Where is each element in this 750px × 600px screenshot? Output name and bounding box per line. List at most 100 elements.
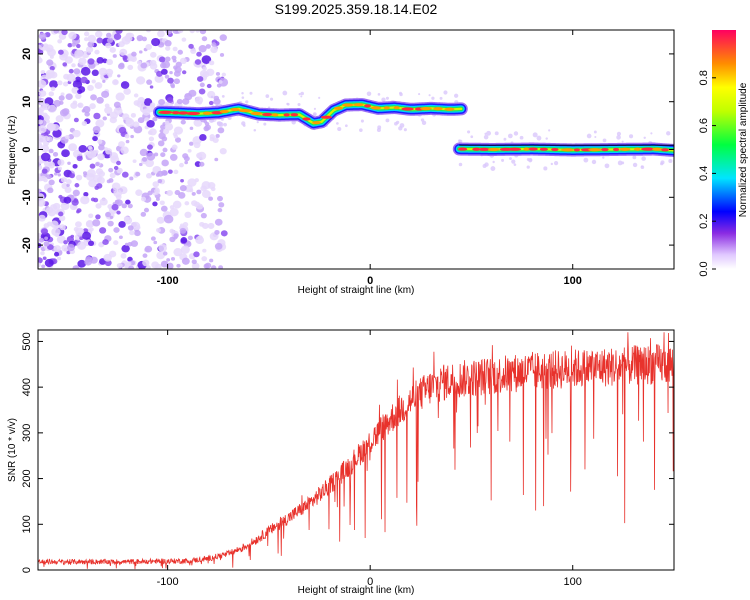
track-speckle [467,130,471,134]
noise-speckle [67,244,75,252]
noise-speckle [76,210,80,214]
noise-speckle [102,239,109,246]
track-speckle [513,131,519,136]
noise-speckle [97,139,103,145]
noise-speckle [197,76,204,82]
noise-speckle [158,132,166,140]
noise-speckle [51,227,61,237]
noise-speckle [208,196,214,201]
noise-speckle [96,96,104,104]
upper-track-peak [283,113,290,117]
noise-speckle [159,200,165,206]
track-speckle [300,95,303,98]
track-speckle [532,132,538,138]
noise-speckle [154,188,159,193]
noise-speckle [38,55,41,61]
noise-speckle [193,251,200,258]
track-speckle [482,163,487,168]
track-speckle [297,102,301,107]
noise-speckle [118,62,125,68]
noise-speckle [173,65,178,70]
noise-speckle [219,147,227,155]
noise-speckle [105,211,111,218]
noise-speckle [149,59,157,66]
noise-speckle [38,135,46,143]
noise-speckle [99,227,107,234]
noise-speckle [88,240,95,247]
snr-frame [37,329,675,571]
spectrogram-ytick-label: 10 [21,96,33,108]
noise-speckle [124,133,130,139]
track-speckle [253,129,257,132]
noise-speckle [89,163,96,169]
noise-speckle [114,199,120,205]
noise-speckle [180,245,190,254]
noise-speckle [169,71,173,75]
noise-speckle [157,30,165,38]
noise-speckle [130,134,134,139]
noise-speckle [89,227,94,232]
noise-speckle [130,240,139,247]
noise-speckle [109,152,119,161]
noise-speckle [113,33,122,40]
noise-speckle [198,45,207,53]
track-speckle [586,133,592,139]
lower-track-peak [652,147,662,151]
noise-speckle [78,57,87,65]
snr-line [38,332,674,570]
noise-speckle [214,157,219,162]
noise-speckle [180,237,188,244]
noise-speckle [45,69,56,79]
noise-speckle [143,195,152,203]
noise-speckle [38,79,47,89]
noise-speckle [61,183,69,190]
track-speckle [528,158,533,162]
lower-track-peak [641,147,655,151]
noise-speckle [135,189,143,196]
track-speckle [490,166,496,172]
noise-speckle [46,59,54,66]
upper-track-peak [320,115,333,119]
upper-track-peak [158,110,173,114]
noise-speckle [117,74,121,78]
noise-speckle [156,228,162,233]
upper-track-peak [342,103,354,107]
noise-speckle [173,78,181,85]
snr-xtick-label: -100 [157,576,179,588]
noise-speckle [111,182,121,191]
track-speckle [421,120,427,126]
noise-speckle [135,171,141,177]
upper-track-peak [271,113,279,117]
upper-track-peak [333,106,344,110]
noise-speckle [136,100,145,108]
noise-speckle [95,119,105,128]
noise-speckle [164,122,174,131]
noise-speckle [156,216,165,224]
track-speckle [629,134,634,139]
noise-speckle [61,149,70,158]
noise-speckle [150,236,156,241]
noise-speckle [169,228,175,234]
upper-track-peak [211,111,223,115]
noise-speckle [181,37,187,42]
track-speckle [594,136,597,139]
noise-speckle [151,261,160,269]
spectrogram-xlabel: Height of straight line (km) [298,285,415,296]
track-speckle [550,162,554,166]
noise-speckle [103,147,109,151]
noise-speckle [131,51,137,57]
noise-speckle [164,40,172,47]
upper-track-peak [171,111,180,115]
noise-speckle [41,264,46,269]
noise-speckle [120,253,127,259]
noise-speckle [182,153,189,159]
noise-speckle [68,68,74,74]
noise-speckle [73,68,81,75]
noise-speckle [188,89,197,97]
noise-speckle [215,72,221,76]
noise-speckle [106,58,113,66]
noise-speckle [61,30,68,36]
noise-speckle [125,32,132,39]
noise-speckle [179,223,185,228]
noise-speckle [61,108,70,115]
